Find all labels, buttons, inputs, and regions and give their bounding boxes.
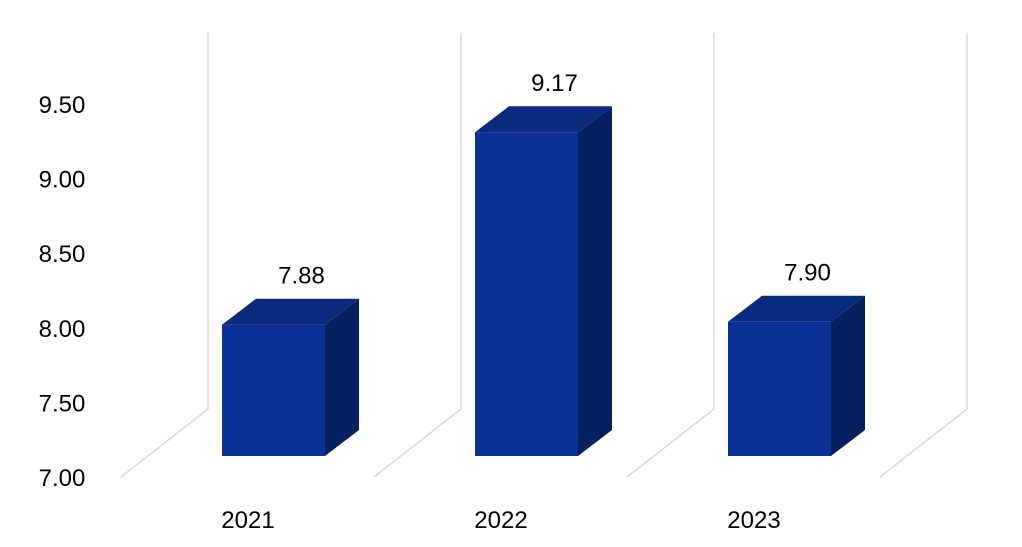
bar-side <box>325 298 359 456</box>
y-tick-label: 8.00 <box>39 316 86 343</box>
bars <box>222 106 865 457</box>
data-label: 7.88 <box>278 263 325 290</box>
bar-top <box>222 298 359 325</box>
bar-front <box>475 132 578 456</box>
bar-top <box>475 106 612 133</box>
x-tick-label: 2023 <box>727 507 780 534</box>
y-tick-label: 9.50 <box>39 92 86 119</box>
bar-2022 <box>475 106 612 457</box>
grid-layer <box>120 33 968 478</box>
y-axis-ticks: 7.00 7.50 8.00 8.50 9.00 9.50 <box>39 92 86 492</box>
bar-2023 <box>728 295 865 456</box>
x-tick-label: 2022 <box>474 507 527 534</box>
gridline <box>373 33 462 478</box>
gridline <box>626 33 715 478</box>
x-axis-categories: 2021 2022 2023 <box>221 507 780 534</box>
bar-front <box>728 321 831 456</box>
x-tick-label: 2021 <box>221 507 274 534</box>
gridline <box>120 33 209 478</box>
y-tick-label: 7.50 <box>39 390 86 417</box>
y-tick-label: 7.00 <box>39 465 86 492</box>
data-label: 7.90 <box>784 260 831 287</box>
data-labels: 7.88 9.17 7.90 <box>278 70 831 289</box>
bar-side <box>831 295 865 456</box>
bar-front <box>222 324 325 456</box>
y-tick-label: 8.50 <box>39 241 86 268</box>
bar-side <box>578 106 612 457</box>
bar-top <box>728 295 865 322</box>
y-tick-label: 9.00 <box>39 167 86 194</box>
gridline <box>879 33 968 478</box>
data-label: 9.17 <box>531 70 578 97</box>
bar-2021 <box>222 298 359 456</box>
